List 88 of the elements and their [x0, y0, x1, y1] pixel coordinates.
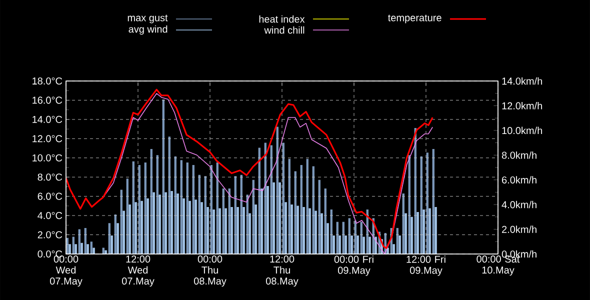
y-tick-label: 14.0°C — [32, 116, 62, 123]
legend-label: wind chill — [264, 26, 304, 34]
x-tick-label: 00:00 Thu 08.May — [194, 256, 226, 287]
y2-tick-label: 2.0km/h — [502, 226, 536, 233]
bar — [320, 213, 323, 254]
bar — [410, 216, 413, 254]
bar — [194, 200, 197, 254]
bar — [422, 210, 425, 254]
y2-tick-label: 10.0km/h — [502, 126, 542, 134]
y2-tick-label: 0.0km/h — [502, 250, 536, 258]
y2-tick-label: 6.0km/h — [502, 176, 536, 184]
x-tick-label: 00:00 Fri 09.May — [334, 256, 374, 276]
bar — [92, 248, 95, 254]
bar — [248, 213, 251, 254]
bar — [290, 204, 293, 254]
y-tick-label: 4.0°C — [38, 212, 62, 220]
bar — [374, 236, 377, 254]
bar — [332, 235, 335, 254]
bar — [404, 213, 407, 254]
legend-label: heat index — [259, 15, 305, 23]
bar — [128, 204, 131, 254]
legend-label: temperature — [388, 14, 442, 24]
bar — [242, 207, 245, 254]
bar — [398, 235, 401, 254]
bar — [254, 204, 257, 254]
bar — [260, 188, 263, 254]
bar — [206, 207, 209, 254]
bar — [188, 200, 191, 254]
bar — [416, 212, 419, 254]
bar — [134, 202, 137, 254]
y-tick-label: 12.0°C — [32, 135, 62, 142]
bar — [230, 207, 233, 254]
bar — [104, 250, 107, 254]
y-tick-label: 0.0°C — [38, 250, 62, 258]
bar — [182, 198, 185, 254]
bar — [392, 244, 395, 254]
bar — [308, 208, 311, 254]
y-tick-label: 16.0°C — [32, 96, 62, 104]
bar — [272, 182, 275, 254]
x-tick-label: 00:00 Wed 07.May — [50, 256, 82, 287]
bar — [68, 244, 71, 254]
bar — [110, 235, 113, 254]
y2-tick-label: 4.0km/h — [502, 200, 536, 208]
bar — [116, 223, 119, 254]
bar — [326, 223, 329, 254]
x-tick-label: 12:00 Wed 07.May — [122, 256, 154, 287]
bar — [284, 202, 287, 254]
bar — [80, 242, 83, 254]
bar — [164, 192, 167, 254]
legend-label: max gust — [128, 14, 168, 24]
bar — [428, 208, 431, 254]
bar — [368, 236, 371, 254]
bar — [74, 244, 77, 254]
y2-tick-label: 14.0km/h — [502, 77, 542, 85]
y2-tick-label: 8.0km/h — [502, 151, 536, 159]
x-tick-label: 12:00 Thu 08.May — [266, 256, 298, 287]
bar — [344, 235, 347, 254]
bar — [314, 210, 317, 254]
bar — [122, 210, 125, 254]
bar — [140, 200, 143, 254]
bar — [146, 198, 149, 254]
bar — [296, 206, 299, 254]
y2-tick-label: 12.0km/h — [502, 102, 542, 110]
bar — [158, 194, 161, 254]
y-tick-label: 8.0°C — [38, 174, 62, 181]
legend-label: avg wind — [128, 25, 168, 35]
bar — [152, 192, 155, 254]
bar — [356, 235, 359, 254]
bar — [266, 186, 269, 254]
bar — [176, 193, 179, 254]
bar — [278, 182, 281, 254]
y-tick-label: 2.0°C — [38, 231, 62, 238]
x-tick-label: 12:00 Fri 09.May — [406, 256, 446, 276]
bar — [212, 210, 215, 254]
bar — [218, 208, 221, 254]
bar — [170, 190, 173, 254]
bar — [224, 208, 227, 254]
bar — [302, 207, 305, 254]
bar — [434, 207, 437, 254]
bar — [200, 202, 203, 254]
bar — [362, 236, 365, 254]
y-tick-label: 18.0°C — [32, 77, 62, 85]
bar — [338, 235, 341, 254]
y-tick-label: 10.0°C — [32, 154, 62, 162]
bar — [236, 207, 239, 254]
y-tick-label: 6.0°C — [38, 192, 62, 200]
bar — [86, 244, 89, 254]
bar — [350, 235, 353, 254]
